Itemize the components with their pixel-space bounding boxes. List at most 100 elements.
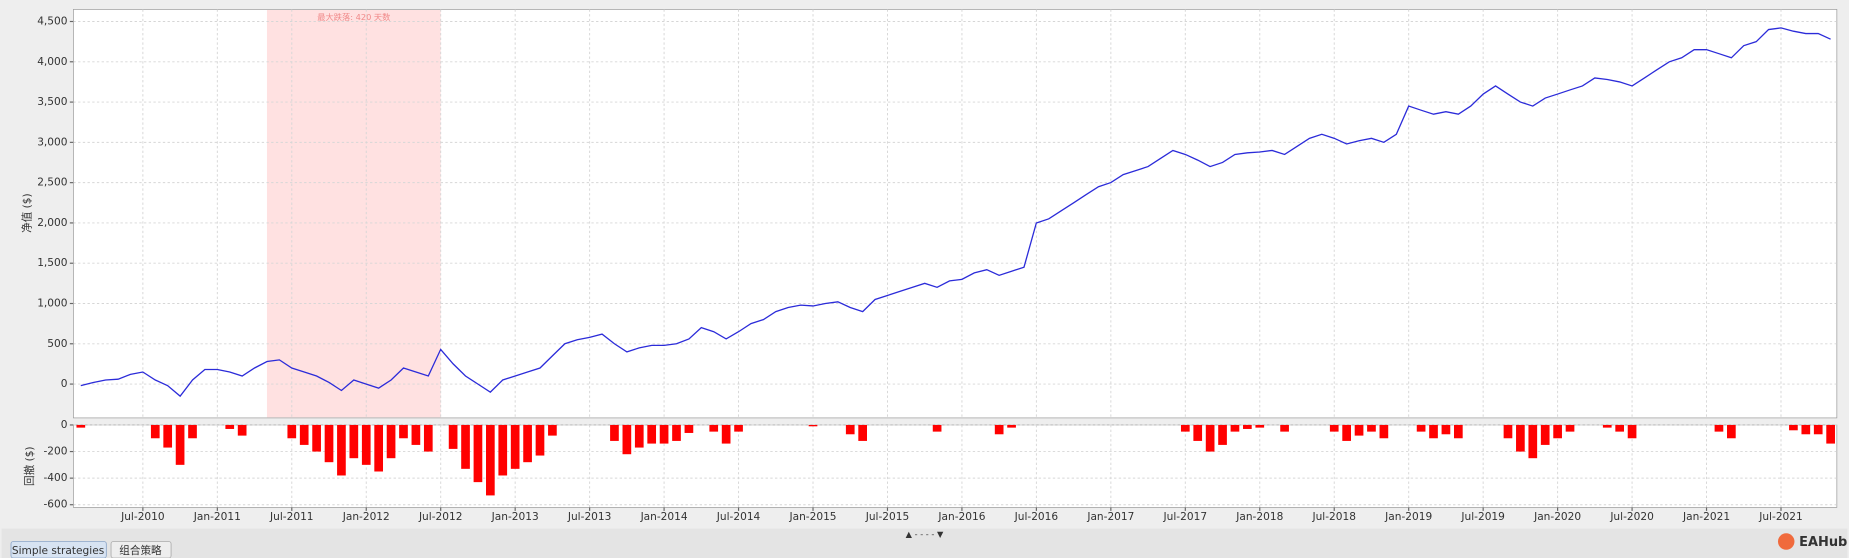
drawdown-bar: [1602, 424, 1612, 428]
drawdown-bar: [1230, 424, 1240, 432]
y-tick-label: 1,500: [37, 257, 68, 269]
drawdown-bar: [150, 424, 160, 439]
drawdown-bar: [1789, 424, 1798, 431]
drawdown-bar: [337, 424, 346, 476]
x-tick-label: Jan-2017: [1086, 511, 1134, 523]
drawdown-bar: [237, 424, 247, 436]
drawdown-bar: [1441, 424, 1451, 435]
drawdown-bar: [76, 424, 86, 428]
drawdown-bar: [994, 424, 1004, 435]
drawdown-bar: [374, 424, 384, 472]
y-tick-label: 4,500: [37, 16, 68, 28]
drawdown-bar: [721, 424, 731, 444]
x-tick-label: Jul-2016: [1014, 511, 1059, 523]
drawdown-bar: [1801, 424, 1811, 435]
drawdown-bar: [287, 424, 297, 439]
drawdown-bar: [634, 424, 644, 448]
drawdown-bar: [535, 424, 545, 456]
x-tick-label: Jan-2018: [1235, 511, 1283, 523]
drawdown-bar: [175, 424, 185, 465]
x-tick-label: Jul-2021: [1758, 511, 1803, 523]
drawdown-bar: [1503, 424, 1513, 439]
drawdown-bar: [734, 424, 743, 432]
drawdown-bar: [808, 424, 818, 427]
drawdown-bar: [1280, 424, 1289, 432]
drawdown-bar: [324, 424, 334, 463]
drawdown-bar: [548, 424, 557, 436]
x-tick-label: Jul-2010: [120, 511, 165, 523]
drawdown-bar: [684, 424, 694, 433]
drawdown-bar: [1180, 424, 1190, 432]
drawdown-bar: [1826, 424, 1835, 444]
drawdown-bar: [1429, 424, 1438, 439]
y-tick-label: 2,500: [37, 177, 68, 189]
y-tick-label: 0: [61, 378, 68, 390]
tab-label[interactable]: Simple strategies: [12, 545, 104, 557]
x-tick-label: Jan-2013: [491, 511, 539, 523]
annotation: 最大跌落: 420 天数: [317, 12, 390, 22]
drawdown-bar: [1218, 424, 1227, 445]
drawdown-bar: [349, 424, 359, 459]
x-tick-label: Jan-2016: [937, 511, 985, 523]
drawdown-bar: [610, 424, 619, 441]
drawdown-bar: [448, 424, 458, 449]
drawdown-bar: [672, 424, 681, 441]
drawdown-bar: [845, 424, 855, 435]
drawdown-bar: [1453, 424, 1463, 439]
y-tick-label: 3,000: [37, 136, 68, 148]
y-tick-label: 1,000: [37, 298, 68, 310]
drawdown-bar: [1379, 424, 1389, 439]
drawdown-bar: [1255, 424, 1265, 428]
drawdown-bar: [510, 424, 520, 469]
x-tick-label: Jul-2014: [716, 511, 761, 523]
drawdown-bar: [1528, 424, 1538, 459]
equity-line: [80, 27, 1831, 398]
drawdown-bar: [1714, 424, 1724, 432]
tab[interactable]: [10, 541, 107, 558]
drawdown-bar: [1243, 424, 1252, 429]
drawdown-bar: [386, 424, 396, 459]
logo-icon: [1777, 533, 1795, 550]
x-tick-label: Jul-2018: [1311, 511, 1356, 523]
logo: EAHub: [1799, 535, 1847, 550]
x-tick-label: Jul-2015: [865, 511, 910, 523]
x-tick-label: Jan-2014: [640, 511, 688, 523]
drawdown-bar: [1516, 424, 1525, 452]
drawdown-bar: [498, 424, 508, 476]
x-tick-label: Jul-2017: [1163, 511, 1208, 523]
x-tick-label: Jan-2020: [1533, 511, 1581, 523]
x-tick-label: Jul-2019: [1460, 511, 1505, 523]
drawdown-bar: [312, 424, 321, 452]
y-tick-label: 0: [61, 419, 68, 431]
splitter[interactable]: ▲ - - - - ▼: [906, 529, 944, 539]
tab[interactable]: [110, 541, 172, 558]
x-tick-label: Jan-2015: [788, 511, 836, 523]
drawdown-bar: [1193, 424, 1203, 441]
x-tick-label: Jan-2021: [1682, 511, 1730, 523]
drawdown-bar: [523, 424, 532, 463]
x-tick-label: Jul-2011: [269, 511, 314, 523]
x-tick-label: Jul-2020: [1609, 511, 1654, 523]
y-tick-label: -600: [43, 499, 67, 511]
drawdown-bar: [411, 424, 421, 445]
y-axis-title: 回撤 ($): [23, 446, 36, 486]
x-tick-label: Jan-2012: [342, 511, 390, 523]
drawdown-bar: [361, 424, 371, 465]
drawdown-bar: [473, 424, 483, 483]
x-tick-label: Jul-2012: [418, 511, 463, 523]
tab-label[interactable]: 组合策略: [119, 544, 162, 557]
drawdown-bar: [163, 424, 173, 448]
y-tick-label: -400: [43, 472, 67, 484]
drawdown-bar: [1416, 424, 1426, 432]
drawdown-bar: [858, 424, 867, 441]
drawdown-bar: [225, 424, 235, 429]
bottom-bar: [1, 528, 1848, 558]
drawdown-bar: [188, 424, 197, 439]
drawdown-bar: [399, 424, 408, 439]
drawdown-bar: [1367, 424, 1376, 432]
drawdown-bar: [1813, 424, 1823, 435]
y-tick-label: 4,000: [37, 56, 68, 68]
drawdown-bar: [932, 424, 942, 432]
drawdown-bar: [423, 424, 433, 452]
